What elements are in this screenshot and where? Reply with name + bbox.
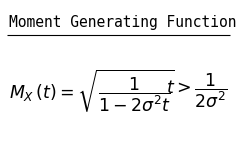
Text: Moment Generating Function: Moment Generating Function [9,15,237,30]
Text: $M_{X}\,(t) = \sqrt{\dfrac{1}{1 - 2\sigma^2 t}}$: $M_{X}\,(t) = \sqrt{\dfrac{1}{1 - 2\sigm… [9,67,175,114]
Text: $t > \dfrac{1}{2\sigma^2}$: $t > \dfrac{1}{2\sigma^2}$ [166,71,227,110]
